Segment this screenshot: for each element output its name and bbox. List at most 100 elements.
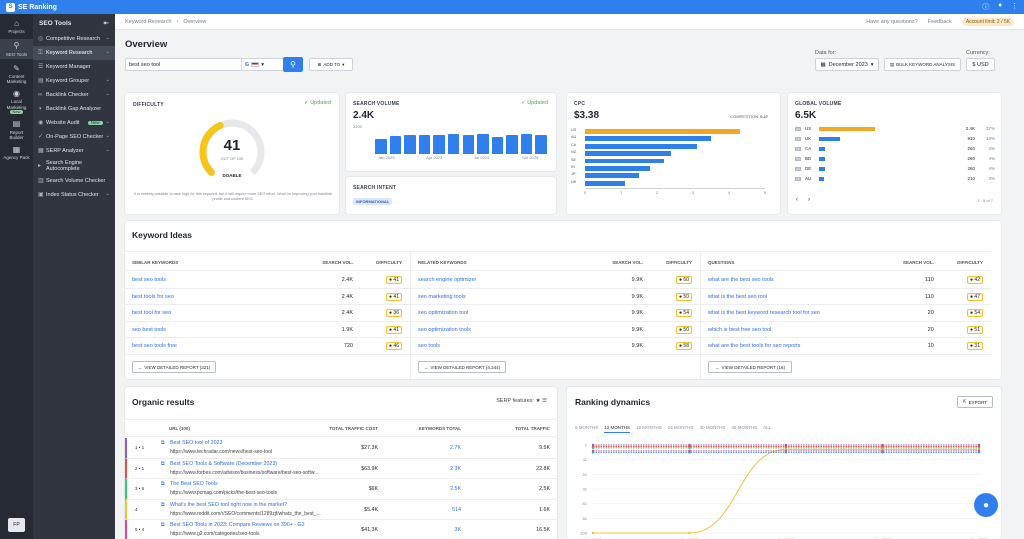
volume-column-header[interactable]: SEARCH VOL. — [612, 260, 643, 265]
sidebar-item[interactable]: ◉ Website Audit New ⌄ — [33, 116, 115, 130]
volume-bar[interactable] — [404, 134, 416, 154]
ranking-point[interactable] — [688, 531, 691, 535]
chat-button[interactable]: ● — [974, 493, 998, 517]
prev-page-icon[interactable]: ‹ — [796, 197, 798, 203]
organic-row[interactable]: 4 ⧉ What's the best SEO tool right now in … — [125, 499, 557, 520]
rail-item-report-builder[interactable]: ▤ Report Builder — [0, 119, 33, 140]
keyword-link[interactable]: what is the best keyword research tool f… — [708, 310, 820, 316]
volume-bar[interactable] — [418, 134, 431, 154]
sidebar-item[interactable]: ∞ Backlink Checker ⌄ — [33, 88, 115, 102]
ranking-point[interactable] — [688, 451, 691, 454]
keyword-row[interactable]: what is the best keyword research tool f… — [701, 305, 991, 322]
keyword-row[interactable]: seo tools 9.9K ● 58 — [411, 338, 700, 355]
cpc-bar[interactable] — [585, 151, 672, 157]
keyword-row[interactable]: seo optimization tool 9.9K ● 54 — [411, 305, 700, 322]
keyword-link[interactable]: what are the best tools for seo reports — [708, 343, 801, 349]
organic-row[interactable]: 1 • 1 ⧉ Best SEO tool of 2023 https://www.t… — [125, 438, 557, 459]
next-page-icon[interactable]: › — [808, 197, 810, 203]
keyword-link[interactable]: seo optimization tools — [418, 326, 471, 333]
rail-item-seo-tools[interactable]: ⚲ SEO Tools — [0, 39, 33, 59]
engine-select[interactable]: G ▾ — [241, 59, 278, 70]
user-menu-icon[interactable]: ⋮ — [1011, 3, 1018, 10]
keyword-row[interactable]: what are the best seo tools 110 ● 42 — [701, 272, 991, 289]
sidebar-item[interactable]: ⚿ Keyword Research ⌄ — [33, 46, 115, 60]
keyword-row[interactable]: seo marketing tools 9.9K ● 50 — [411, 289, 700, 305]
volume-bar[interactable] — [506, 134, 518, 154]
external-link-icon[interactable]: ⧉ — [161, 460, 165, 467]
global-volume-row[interactable]: CA 260 4% — [795, 146, 995, 155]
range-tab[interactable]: ALL — [763, 425, 772, 430]
sidebar-item[interactable]: ✓ On-Page SEO Checker ⌄ — [33, 130, 115, 144]
keyword-link[interactable]: seo optimization tool — [418, 310, 469, 316]
keyword-row[interactable]: seo optimization tools 9.9K ● 50 — [411, 322, 700, 338]
volume-bar[interactable] — [520, 133, 533, 154]
cpc-bar[interactable] — [585, 143, 697, 149]
volume-column-header[interactable]: SEARCH VOL. — [322, 260, 353, 265]
rail-item-local-marketing[interactable]: ◉ Local Marketing New — [0, 89, 33, 115]
range-tab[interactable]: 12 MONTHS — [604, 425, 631, 433]
keyword-link[interactable]: best seo tools — [132, 277, 166, 283]
range-tab[interactable]: 24 MONTHS — [667, 425, 694, 430]
list-icon[interactable]: ☰ — [542, 398, 547, 404]
cpc-bar[interactable] — [585, 158, 665, 164]
volume-bar[interactable] — [375, 138, 387, 154]
keyword-row[interactable]: which is best free seo tool 20 ● 51 — [701, 322, 991, 338]
keyword-link[interactable]: what are the best seo tools — [708, 277, 774, 283]
global-volume-row[interactable]: US 2.4K 37% — [795, 126, 995, 135]
keyword-link[interactable]: seo marketing tools — [418, 293, 466, 300]
keyword-row[interactable]: what are the best tools for seo reports 1… — [701, 338, 991, 355]
range-tab[interactable]: 36 MONTHS — [731, 425, 758, 430]
sidebar-item[interactable]: ▣ Index Status Checker ⌄ — [33, 188, 115, 202]
cpc-bar[interactable] — [585, 173, 639, 179]
volume-bar[interactable] — [447, 133, 460, 154]
volume-bar[interactable] — [462, 134, 475, 154]
volume-bar[interactable] — [389, 135, 402, 154]
sidebar-item[interactable]: ◎ Competitive Research ⌄ — [33, 32, 115, 46]
organic-keywords-total[interactable]: 2.7K — [450, 445, 461, 451]
keyword-row[interactable]: search engine optimizer 9.9K ● 60 — [411, 272, 700, 289]
ranking-point[interactable] — [591, 446, 595, 450]
organic-title-link[interactable]: The Best SEO Tools — [170, 481, 218, 487]
bulk-analysis-button[interactable]: ▤ BULK KEYWORD ANALYSIS — [884, 58, 961, 71]
help-link[interactable]: Have any questions? — [866, 18, 918, 25]
rail-item-content-marketing[interactable]: ✎ Content Marketing — [0, 64, 33, 85]
keyword-link[interactable]: search engine optimizer — [418, 277, 477, 283]
volume-bar[interactable] — [477, 133, 489, 154]
global-volume-row[interactable]: DE 260 4% — [795, 166, 995, 175]
keyword-row[interactable]: best tools for seo 2.4K ● 41 — [125, 289, 410, 305]
organic-title-link[interactable]: Best SEO tool of 2023 — [170, 440, 223, 446]
organic-row[interactable]: 5 • 4 ⧉ Best SEO Tools in 2023: Compare Re… — [125, 520, 557, 539]
search-button[interactable]: ⚲ — [283, 57, 303, 72]
sidebar-item[interactable]: ▥ Search Volume Checker — [33, 174, 115, 188]
cpc-bar[interactable] — [585, 180, 625, 186]
sidebar-item[interactable]: ◑ Backlink Gap Analyzer — [33, 102, 115, 116]
ranking-series-line[interactable] — [593, 448, 979, 534]
ranking-point[interactable] — [784, 451, 788, 454]
rail-item-projects[interactable]: ⌂ Projects — [0, 19, 33, 34]
organic-column-header[interactable]: TOTAL TRAFFIC — [515, 426, 550, 431]
range-tab[interactable]: 18 MONTHS — [636, 425, 662, 430]
organic-row[interactable]: 3 • 6 ⧉ The Best SEO Tools https://www.pcma… — [125, 479, 557, 500]
keyword-row[interactable]: seo best tools 1.9K ● 41 — [125, 322, 410, 338]
keyword-row[interactable]: best seo tools free 720 ● 46 — [125, 338, 410, 355]
view-report-button[interactable]: → VIEW DETAILED REPORT (321) — [132, 361, 216, 373]
ranking-point[interactable] — [591, 451, 595, 454]
keyword-link[interactable]: best tools for seo — [132, 293, 174, 300]
view-report-button[interactable]: → VIEW DETAILED REPORT (4,344) — [418, 361, 506, 373]
external-link-icon[interactable]: ⧉ — [161, 522, 165, 528]
star-icon[interactable]: ★ — [535, 398, 541, 404]
currency-select[interactable]: $ USD — [966, 58, 995, 71]
keyword-link[interactable]: best seo tools free — [132, 343, 177, 349]
volume-bar[interactable] — [433, 135, 445, 154]
volume-bar[interactable] — [491, 136, 504, 154]
organic-keywords-total[interactable]: 2.5K — [450, 486, 461, 492]
organic-column-header[interactable]: TOTAL TRAFFIC COST — [329, 426, 378, 431]
export-button[interactable]: ⇱ EXPORT — [957, 396, 993, 408]
difficulty-column-header[interactable]: DIFFICULTY — [666, 260, 692, 265]
external-link-icon[interactable]: ⧉ — [161, 481, 165, 487]
bell-icon[interactable]: ♦ — [998, 2, 1002, 9]
ranking-point[interactable] — [591, 531, 595, 535]
ranking-point[interactable] — [881, 451, 884, 454]
feedback-link[interactable]: Feedback — [927, 18, 952, 25]
clear-icon[interactable]: × — [244, 61, 248, 68]
